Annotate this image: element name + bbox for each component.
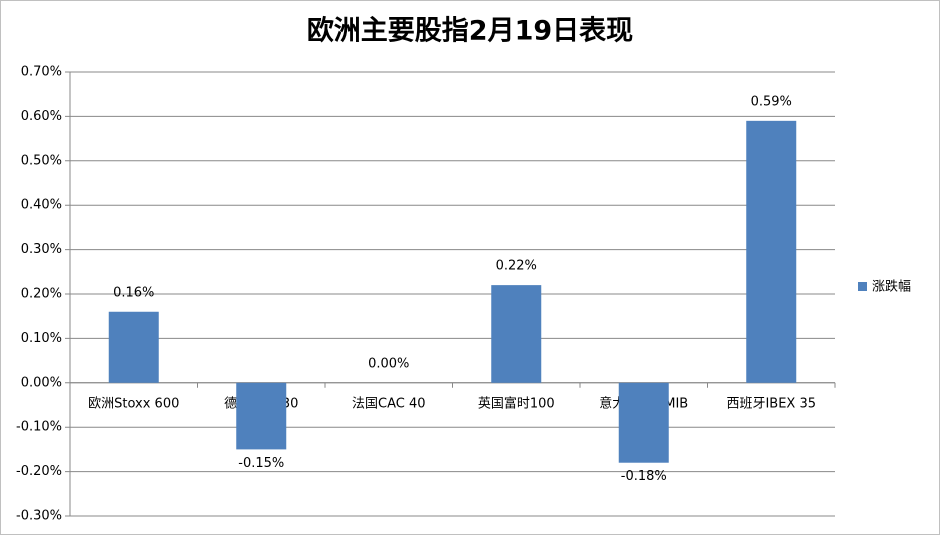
y-tick-label: 0.70% [21,65,62,80]
x-tick-label: 西班牙IBEX 35 [726,396,816,411]
y-tick-label: -0.10% [16,420,62,435]
bar [618,382,669,463]
x-tick-label: 法国CAC 40 [352,396,426,411]
y-tick-label: 0.50% [21,153,62,168]
x-tick-label: 英国富时100 [478,395,555,411]
y-tick-label: 0.10% [21,331,62,346]
value-label: -0.15% [238,456,284,471]
bar [746,120,797,383]
y-tick-label: -0.20% [16,464,62,479]
value-label: -0.18% [621,469,667,484]
bar [236,382,287,450]
y-tick-label: 0.60% [21,109,62,124]
value-label: 0.00% [368,356,409,371]
bar [108,311,159,383]
value-label: 0.59% [751,94,792,109]
y-tick-label: -0.30% [16,509,62,524]
legend-label: 涨跌幅 [872,279,911,295]
y-tick-label: 0.40% [21,198,62,213]
legend-swatch [858,282,867,291]
bar [491,285,542,383]
y-tick-label: 0.30% [21,242,62,257]
value-label: 0.16% [113,285,154,300]
x-tick-label: 欧洲Stoxx 600 [88,396,179,411]
value-label: 0.22% [496,259,537,274]
y-tick-label: 0.20% [21,287,62,302]
y-tick-label: 0.00% [21,375,62,390]
chart-title: 欧洲主要股指2月19日表现 [307,16,633,47]
